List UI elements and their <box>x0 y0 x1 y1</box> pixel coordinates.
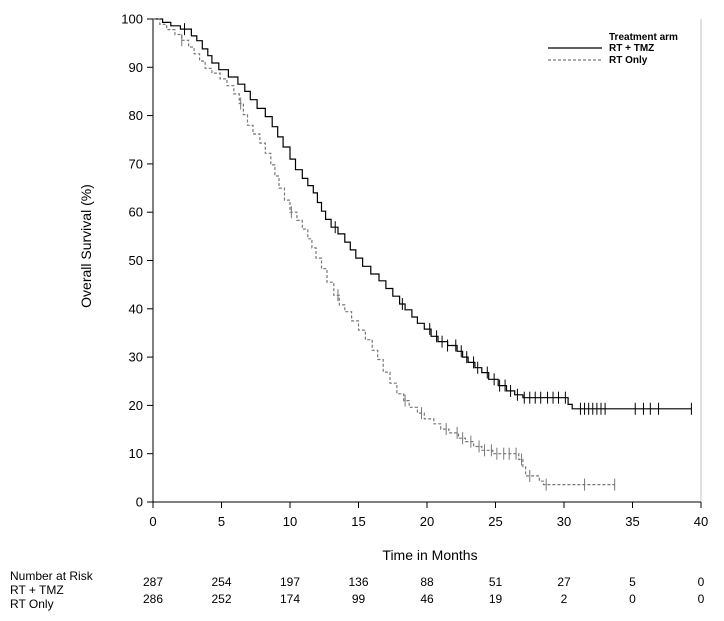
risk-value-rt-only: 252 <box>211 592 231 606</box>
y-tick-label: 30 <box>129 350 143 365</box>
series-layer <box>153 18 692 491</box>
legend-title: Treatment arm <box>609 32 678 43</box>
x-tick-label: 30 <box>557 514 571 529</box>
y-tick-label: 80 <box>129 108 143 123</box>
risk-value-rt-only: 0 <box>629 592 636 606</box>
y-tick-label: 10 <box>129 446 143 461</box>
risk-value-rt-tmz: 136 <box>348 575 368 589</box>
risk-value-rt-tmz: 287 <box>143 575 163 589</box>
risk-values: 287 254 197 136 88 51 27 5 0 286 252 174 99 46 19 2 0 0 <box>143 575 705 606</box>
y-tick-label: 40 <box>129 301 143 316</box>
x-tick-label: 15 <box>351 514 365 529</box>
y-tick-label: 20 <box>129 398 143 413</box>
y-tick-label: 90 <box>129 60 143 75</box>
y-tick-label: 100 <box>121 12 143 27</box>
risk-row-label-rt-only: RT Only <box>10 597 54 611</box>
legend-label-rt-tmz: RT + TMZ <box>609 43 654 54</box>
x-tick-label: 40 <box>694 514 708 529</box>
risk-table-title: Number at Risk <box>10 569 94 583</box>
risk-value-rt-tmz: 88 <box>420 575 434 589</box>
risk-value-rt-tmz: 0 <box>698 575 705 589</box>
risk-value-rt-only: 99 <box>352 592 366 606</box>
risk-value-rt-tmz: 197 <box>280 575 300 589</box>
risk-value-rt-tmz: 27 <box>557 575 571 589</box>
series-line-rt-tmz <box>153 18 692 410</box>
y-tick-label: 0 <box>136 495 143 510</box>
x-axis: 0 5 10 15 20 25 30 35 40 <box>149 502 708 529</box>
y-tick-label: 70 <box>129 156 143 171</box>
risk-table: Number at Risk RT + TMZ RT Only 287 254 19… <box>10 569 705 611</box>
risk-value-rt-only: 46 <box>420 592 434 606</box>
risk-value-rt-only: 174 <box>280 592 300 606</box>
y-tick-label: 60 <box>129 205 143 220</box>
x-tick-label: 35 <box>625 514 639 529</box>
risk-value-rt-only: 286 <box>143 592 163 606</box>
x-axis-title: Time in Months <box>382 547 477 563</box>
x-tick-label: 0 <box>149 514 156 529</box>
risk-value-rt-only: 19 <box>489 592 503 606</box>
x-tick-label: 25 <box>488 514 502 529</box>
risk-value-rt-only: 0 <box>698 592 705 606</box>
risk-row-label-rt-tmz: RT + TMZ <box>10 583 64 597</box>
plot-frame <box>152 19 702 503</box>
y-axis-title: Overall Survival (%) <box>78 184 94 308</box>
legend: Treatment arm RT + TMZ RT Only <box>548 32 678 66</box>
risk-value-rt-tmz: 254 <box>211 575 231 589</box>
risk-value-rt-tmz: 51 <box>489 575 503 589</box>
x-tick-label: 20 <box>420 514 434 529</box>
x-tick-label: 5 <box>218 514 225 529</box>
legend-label-rt-only: RT Only <box>609 55 648 66</box>
y-tick-label: 50 <box>129 253 143 268</box>
risk-value-rt-tmz: 5 <box>629 575 636 589</box>
y-axis: 0 10 20 30 40 50 60 70 80 90 100 <box>121 12 153 510</box>
x-tick-label: 10 <box>283 514 297 529</box>
series-line-rt-only <box>153 18 615 486</box>
risk-value-rt-only: 2 <box>561 592 568 606</box>
